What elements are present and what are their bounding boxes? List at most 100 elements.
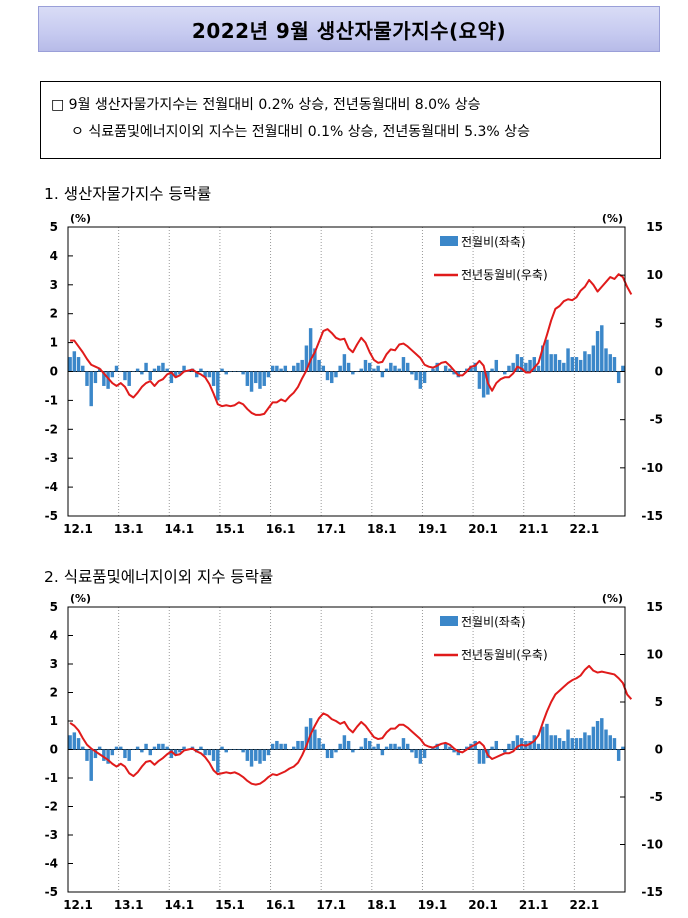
tick-label-left: 4 bbox=[50, 249, 58, 263]
tick-label-x: 21.1 bbox=[519, 898, 549, 912]
line-yoy bbox=[69, 664, 633, 786]
bar-mom bbox=[595, 331, 600, 372]
bar-mom bbox=[393, 365, 397, 372]
bar-mom bbox=[473, 362, 477, 372]
bar-mom bbox=[351, 749, 355, 753]
bar-mom bbox=[465, 746, 469, 750]
summary-line-core: ㅇ 식료품및에너지이외 지수는 전월대비 0.1% 상승, 전년동월대비 5.3… bbox=[71, 124, 530, 140]
tick-label-left: 3 bbox=[50, 657, 58, 671]
bar-mom bbox=[237, 371, 241, 372]
bar-mom bbox=[351, 371, 355, 375]
bar-mom bbox=[507, 365, 511, 372]
bar-mom bbox=[304, 345, 309, 372]
bar-mom bbox=[460, 371, 465, 372]
bar-mom bbox=[367, 740, 372, 750]
legend-label-line: 전년동월비(우축) bbox=[461, 648, 548, 662]
bar-mom bbox=[570, 357, 574, 372]
tick-label-left: 5 bbox=[50, 220, 58, 234]
bar-mom bbox=[448, 746, 452, 750]
bar-mom bbox=[308, 328, 313, 372]
bar-mom bbox=[144, 743, 148, 750]
bar-mom bbox=[562, 740, 566, 750]
bar-mom bbox=[503, 371, 507, 375]
bar-mom bbox=[224, 749, 228, 753]
bar-mom bbox=[490, 746, 494, 750]
tick-label-x: 16.1 bbox=[266, 522, 296, 536]
chart2-title: 2. 식료품및에너지이외 지수 등락률 bbox=[44, 568, 274, 586]
bar-mom bbox=[182, 746, 186, 750]
tick-label-x: 20.1 bbox=[468, 522, 498, 536]
tick-label-right: -5 bbox=[650, 413, 663, 427]
bar-mom bbox=[604, 729, 608, 750]
bar-mom bbox=[119, 746, 123, 750]
bar-mom bbox=[549, 354, 553, 372]
bar-mom bbox=[460, 749, 465, 750]
bar-mom bbox=[355, 371, 359, 372]
bar-mom bbox=[405, 362, 410, 372]
bar-mom bbox=[578, 359, 583, 372]
tick-label-left: 1 bbox=[50, 714, 58, 728]
bar-mom bbox=[85, 371, 89, 386]
bar-mom bbox=[380, 749, 385, 756]
tick-label-left: -4 bbox=[45, 857, 58, 871]
tick-label-x: 13.1 bbox=[114, 898, 144, 912]
bar-mom bbox=[207, 371, 212, 378]
bar-mom bbox=[469, 365, 473, 372]
bar-mom bbox=[418, 749, 423, 764]
bar-mom bbox=[241, 749, 245, 753]
bar-mom bbox=[393, 743, 397, 750]
summary-box: □ 9월 생산자물가지수는 전월대비 0.2% 상승, 전년동월대비 8.0% … bbox=[40, 81, 661, 159]
bar-mom bbox=[342, 354, 347, 372]
bar-mom bbox=[621, 746, 625, 750]
bar-mom bbox=[283, 365, 288, 372]
bar-mom bbox=[401, 738, 406, 750]
tick-label-left: 3 bbox=[50, 278, 58, 292]
bar-mom bbox=[304, 726, 309, 750]
tick-label-x: 18.1 bbox=[367, 522, 397, 536]
bar-mom bbox=[604, 348, 608, 372]
bar-mom bbox=[536, 743, 541, 750]
bar-mom bbox=[165, 368, 169, 372]
bar-mom bbox=[106, 749, 110, 764]
bar-mom bbox=[292, 746, 296, 750]
bar-mom bbox=[384, 746, 389, 750]
bar-mom bbox=[481, 749, 486, 764]
bar-mom bbox=[562, 362, 566, 372]
tick-label-x: 22.1 bbox=[570, 898, 600, 912]
bar-mom bbox=[140, 371, 144, 375]
bar-mom bbox=[258, 749, 262, 764]
bar-mom bbox=[123, 371, 127, 381]
bar-mom bbox=[566, 348, 570, 372]
bar-mom bbox=[427, 749, 431, 750]
bar-mom bbox=[443, 743, 448, 750]
bar-mom bbox=[313, 729, 317, 750]
bar-mom bbox=[249, 749, 254, 767]
bar-mom bbox=[140, 749, 144, 753]
bar-mom bbox=[220, 368, 224, 372]
tick-label-right: 0 bbox=[655, 743, 663, 757]
bar-mom bbox=[287, 749, 292, 750]
tick-label-x: 15.1 bbox=[215, 522, 245, 536]
tick-label-right: -10 bbox=[641, 461, 663, 475]
bar-mom bbox=[452, 371, 456, 375]
bar-mom bbox=[600, 718, 604, 750]
bar-mom bbox=[262, 371, 266, 386]
bar-mom bbox=[228, 749, 233, 750]
tick-label-left: -5 bbox=[45, 885, 58, 899]
tick-label-left: -3 bbox=[45, 828, 58, 842]
tick-label-right: -15 bbox=[641, 509, 663, 523]
bar-mom bbox=[498, 749, 503, 750]
tick-label-right: 0 bbox=[655, 365, 663, 379]
bar-mom bbox=[203, 749, 207, 756]
bar-mom bbox=[410, 749, 414, 753]
bar-mom bbox=[507, 743, 511, 750]
bar-mom bbox=[334, 371, 338, 378]
bar-mom bbox=[612, 738, 617, 750]
tick-label-left: 0 bbox=[50, 365, 58, 379]
bar-mom bbox=[266, 749, 271, 756]
legend-swatch-bar bbox=[440, 236, 458, 246]
tick-label-right: 15 bbox=[646, 220, 663, 234]
bar-mom bbox=[127, 371, 131, 386]
bar-mom bbox=[300, 359, 304, 372]
bar-mom bbox=[186, 371, 190, 372]
